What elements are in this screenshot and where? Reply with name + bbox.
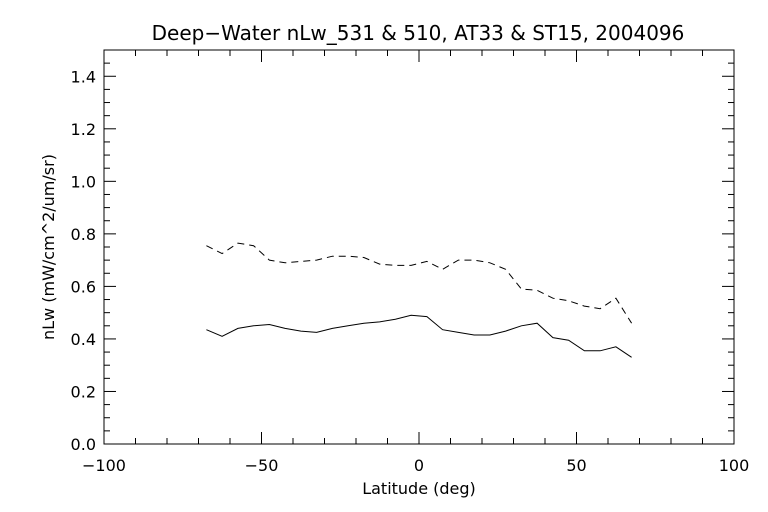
series-layer [206, 242, 633, 358]
plot-frame [103, 49, 735, 445]
x-tick-label: 0 [414, 456, 424, 475]
y-tick-label: 0.6 [71, 277, 96, 296]
y-tick-label: 0.0 [71, 435, 96, 454]
x-axis-label: Latitude (deg) [362, 479, 476, 498]
y-tick-label: 1.0 [71, 172, 96, 191]
y-tick-label: 1.4 [71, 67, 96, 86]
y-tick-label: 0.2 [71, 382, 96, 401]
x-tick-label: 100 [719, 456, 750, 475]
series-line-solid [206, 314, 632, 358]
y-tick-label: 0.8 [71, 225, 96, 244]
x-tick-label: −100 [82, 456, 126, 475]
tick-labels: −100 −50 0 50 100 0.0 0.2 0.4 0.6 0.8 1.0 1.2 1.4 [71, 67, 750, 475]
x-tick-label: −50 [245, 456, 279, 475]
x-tick-label: 50 [566, 456, 586, 475]
series-line-dashed [206, 242, 633, 324]
axis-ticks [103, 49, 735, 445]
y-tick-label: 1.2 [71, 120, 96, 139]
chart-title: Deep−Water nLw_531 & 510, AT33 & ST15, 2… [152, 21, 685, 45]
y-tick-label: 0.4 [71, 330, 96, 349]
y-axis-label: nLw (mW/cm^2/um/sr) [39, 154, 58, 340]
